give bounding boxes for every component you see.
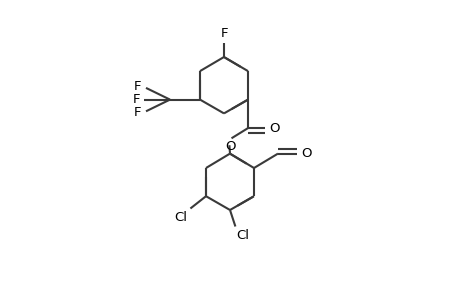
Text: F: F bbox=[134, 106, 141, 119]
Text: O: O bbox=[269, 122, 279, 135]
Text: F: F bbox=[220, 27, 227, 40]
Text: O: O bbox=[224, 140, 235, 153]
Text: F: F bbox=[132, 93, 140, 106]
Text: F: F bbox=[134, 80, 141, 94]
Text: Cl: Cl bbox=[236, 229, 249, 242]
Text: O: O bbox=[301, 147, 311, 160]
Text: Cl: Cl bbox=[174, 211, 187, 224]
